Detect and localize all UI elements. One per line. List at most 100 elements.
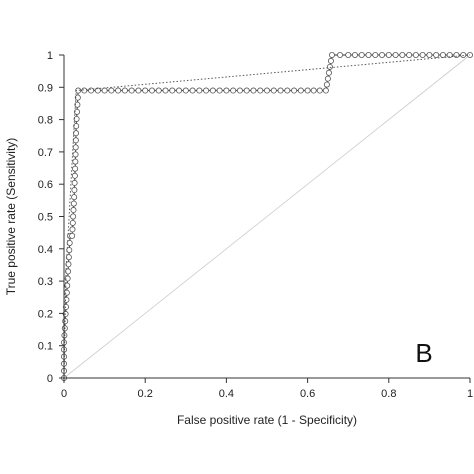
roc-point <box>70 207 77 214</box>
roc-point <box>71 172 78 179</box>
roc-point <box>66 239 73 246</box>
roc-point <box>310 87 317 94</box>
roc-point <box>70 200 77 207</box>
roc-point <box>65 261 72 268</box>
roc-point <box>277 87 284 94</box>
roc-point <box>385 52 392 59</box>
roc-point <box>81 87 88 94</box>
roc-point <box>71 187 78 194</box>
roc-point <box>419 52 426 59</box>
dotted-roc-line <box>63 54 471 379</box>
roc-point <box>69 232 76 239</box>
roc-point <box>189 87 196 94</box>
roc-point <box>236 87 243 94</box>
roc-point <box>426 52 433 59</box>
roc-point <box>446 52 453 59</box>
roc-point <box>365 52 372 59</box>
roc-point <box>328 52 335 59</box>
roc-point <box>148 87 155 94</box>
roc-point <box>63 289 70 296</box>
roc-point <box>65 254 72 261</box>
roc-point <box>65 268 72 275</box>
roc-point <box>74 101 81 108</box>
roc-point <box>372 52 379 59</box>
roc-point <box>243 87 250 94</box>
y-axis-title: True positive rate (Sensitivity) <box>4 138 18 296</box>
y-tick-label: 0 <box>47 373 53 385</box>
x-tick-label: 0 <box>61 388 67 400</box>
x-axis-title: False positive rate (1 - Specificity) <box>177 413 357 427</box>
roc-point <box>72 151 79 158</box>
roc-point <box>72 137 79 144</box>
roc-point <box>72 165 79 172</box>
panel-label: B <box>415 338 432 368</box>
roc-point <box>142 87 149 94</box>
y-tick-label: 0.8 <box>38 115 53 127</box>
roc-point <box>63 296 70 303</box>
roc-point <box>230 87 237 94</box>
roc-point <box>337 52 344 59</box>
reference-diagonal-line <box>63 54 471 379</box>
roc-point <box>257 87 264 94</box>
x-tick-label: 0.6 <box>300 388 315 400</box>
roc-point <box>63 303 70 310</box>
y-tick-label: 0.6 <box>38 179 53 191</box>
roc-point <box>128 87 135 94</box>
x-tick-label: 1 <box>467 388 473 400</box>
roc-point <box>169 87 176 94</box>
roc-point <box>291 87 298 94</box>
roc-point <box>75 87 82 94</box>
roc-point <box>250 87 257 94</box>
roc-point <box>121 87 128 94</box>
roc-point <box>162 87 169 94</box>
y-tick-label: 0.9 <box>38 82 53 94</box>
roc-point <box>326 63 333 70</box>
x-tick-label: 0.4 <box>219 388 234 400</box>
roc-point <box>399 52 406 59</box>
roc-point <box>304 87 311 94</box>
reference-layer <box>63 54 471 379</box>
roc-point <box>223 87 230 94</box>
y-tick-label: 0.3 <box>38 276 53 288</box>
roc-point <box>108 87 115 94</box>
roc-point <box>392 52 399 59</box>
roc-point <box>433 52 440 59</box>
series-layer <box>61 52 473 381</box>
roc-point <box>69 226 76 233</box>
roc-point <box>270 87 277 94</box>
roc-point <box>182 87 189 94</box>
roc-point <box>439 52 446 59</box>
roc-point <box>379 52 386 59</box>
roc-point <box>64 275 71 282</box>
labels-layer: False positive rate (1 - Specificity) Tr… <box>4 138 433 427</box>
roc-point <box>263 87 270 94</box>
roc-point <box>176 87 183 94</box>
y-tick-label: 0.1 <box>38 341 53 353</box>
roc-point <box>460 52 467 59</box>
roc-point <box>203 87 210 94</box>
y-tick-label: 0.7 <box>38 147 53 159</box>
roc-point <box>216 87 223 94</box>
roc-point <box>69 219 76 226</box>
roc-point <box>322 87 329 94</box>
roc-point <box>406 52 413 59</box>
y-tick-label: 1 <box>47 50 53 62</box>
roc-point <box>209 87 216 94</box>
roc-point <box>72 144 79 151</box>
roc-point <box>316 87 323 94</box>
roc-point <box>155 87 162 94</box>
roc-point <box>73 123 80 130</box>
roc-point <box>115 87 122 94</box>
roc-point <box>71 179 78 186</box>
roc-point <box>71 194 78 201</box>
roc-point <box>324 75 331 82</box>
roc-point <box>73 108 80 115</box>
roc-point <box>325 69 332 76</box>
roc-point <box>66 247 73 254</box>
y-tick-label: 0.4 <box>38 244 53 256</box>
roc-point <box>323 81 330 88</box>
roc-point <box>284 87 291 94</box>
y-tick-label: 0.2 <box>38 308 53 320</box>
